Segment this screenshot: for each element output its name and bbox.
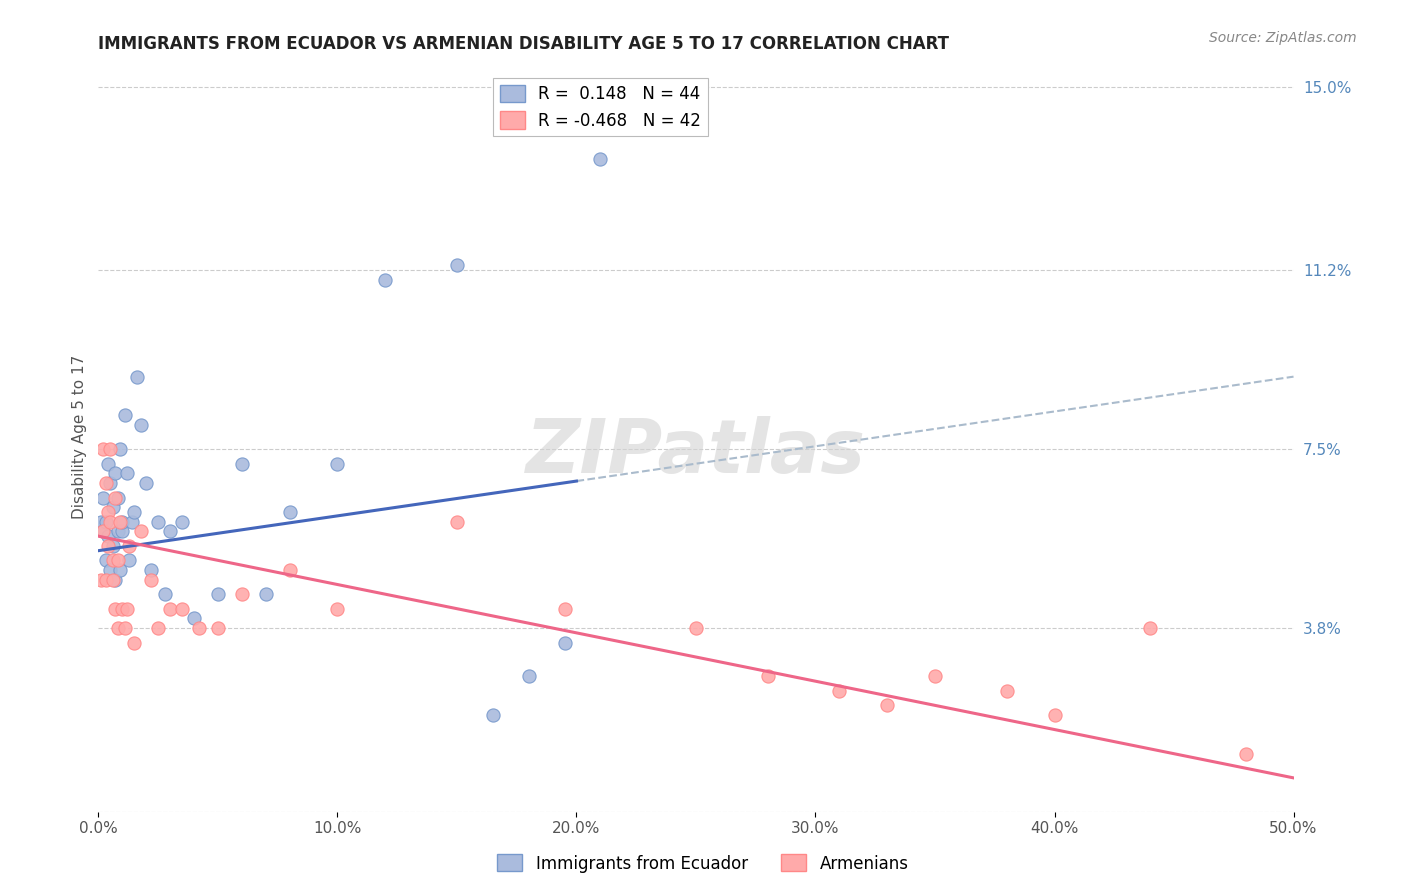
Point	[207, 621, 229, 635]
Point	[231, 457, 253, 471]
Point	[101, 553, 124, 567]
Point	[278, 505, 301, 519]
Point	[97, 539, 120, 553]
Point	[98, 475, 122, 490]
Legend: Immigrants from Ecuador, Armenians: Immigrants from Ecuador, Armenians	[491, 847, 915, 880]
Point	[326, 601, 349, 615]
Point	[254, 587, 277, 601]
Text: IMMIGRANTS FROM ECUADOR VS ARMENIAN DISABILITY AGE 5 TO 17 CORRELATION CHART: IMMIGRANTS FROM ECUADOR VS ARMENIAN DISA…	[98, 35, 949, 53]
Legend: R =  0.148   N = 44, R = -0.468   N = 42: R = 0.148 N = 44, R = -0.468 N = 42	[494, 78, 707, 136]
Point	[446, 259, 468, 273]
Point	[118, 539, 141, 553]
Point	[139, 573, 162, 587]
Point	[554, 601, 576, 615]
Point	[1234, 747, 1257, 761]
Point	[108, 442, 131, 457]
Point	[115, 601, 138, 615]
Point	[107, 553, 129, 567]
Point	[172, 601, 194, 615]
Point	[114, 621, 136, 635]
Point	[995, 684, 1018, 698]
Point	[90, 515, 112, 529]
Point	[231, 587, 253, 601]
Point	[104, 573, 127, 587]
Point	[589, 152, 612, 166]
Point	[98, 515, 122, 529]
Point	[187, 621, 209, 635]
Point	[98, 563, 122, 577]
Point	[97, 529, 120, 543]
Point	[91, 442, 114, 457]
Point	[756, 669, 779, 683]
Point	[1043, 708, 1066, 723]
Point	[111, 515, 134, 529]
Point	[94, 515, 117, 529]
Point	[828, 684, 851, 698]
Point	[104, 491, 127, 505]
Point	[159, 524, 181, 539]
Point	[94, 573, 117, 587]
Text: ZIPatlas: ZIPatlas	[526, 416, 866, 489]
Point	[517, 669, 540, 683]
Point	[374, 273, 396, 287]
Point	[104, 601, 127, 615]
Point	[91, 491, 114, 505]
Point	[131, 417, 153, 432]
Point	[101, 539, 124, 553]
Point	[131, 524, 153, 539]
Point	[183, 611, 205, 625]
Point	[97, 457, 120, 471]
Point	[155, 587, 177, 601]
Point	[924, 669, 946, 683]
Point	[94, 475, 117, 490]
Point	[172, 515, 194, 529]
Point	[124, 635, 146, 649]
Point	[876, 698, 898, 713]
Point	[107, 491, 129, 505]
Text: Source: ZipAtlas.com: Source: ZipAtlas.com	[1209, 31, 1357, 45]
Point	[125, 369, 148, 384]
Point	[115, 467, 138, 481]
Point	[91, 524, 114, 539]
Point	[111, 524, 134, 539]
Point	[481, 708, 505, 723]
Point	[124, 505, 146, 519]
Point	[111, 601, 134, 615]
Point	[118, 553, 141, 567]
Point	[97, 505, 120, 519]
Point	[1139, 621, 1161, 635]
Point	[98, 442, 122, 457]
Point	[278, 563, 301, 577]
Point	[159, 601, 181, 615]
Point	[446, 515, 468, 529]
Point	[554, 635, 576, 649]
Point	[94, 553, 117, 567]
Y-axis label: Disability Age 5 to 17: Disability Age 5 to 17	[72, 355, 87, 519]
Point	[114, 409, 136, 423]
Point	[107, 524, 129, 539]
Point	[148, 515, 170, 529]
Point	[148, 621, 170, 635]
Point	[121, 515, 143, 529]
Point	[90, 573, 112, 587]
Point	[104, 467, 127, 481]
Point	[108, 563, 131, 577]
Point	[135, 475, 157, 490]
Point	[101, 500, 124, 515]
Point	[101, 573, 124, 587]
Point	[207, 587, 229, 601]
Point	[326, 457, 349, 471]
Point	[139, 563, 162, 577]
Point	[108, 515, 131, 529]
Point	[91, 524, 114, 539]
Point	[685, 621, 707, 635]
Point	[107, 621, 129, 635]
